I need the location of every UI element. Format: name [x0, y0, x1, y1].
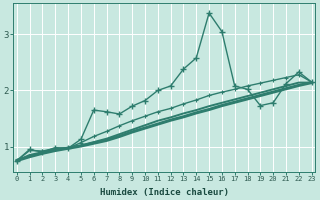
X-axis label: Humidex (Indice chaleur): Humidex (Indice chaleur) — [100, 188, 229, 197]
